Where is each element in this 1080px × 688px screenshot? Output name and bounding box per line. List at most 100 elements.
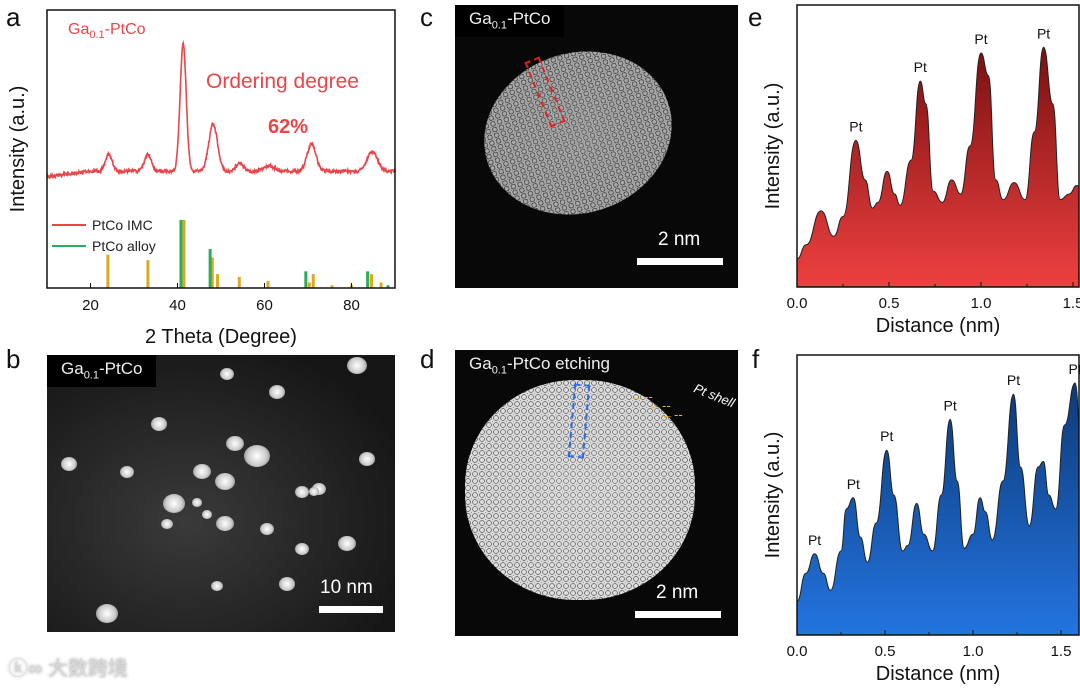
x-tick-label: 0.0 bbox=[787, 643, 808, 660]
pt-shell-label: Pt shell bbox=[691, 380, 737, 411]
nanoparticle bbox=[279, 577, 295, 591]
xrd-y-axis-label: Intensity (a.u.) bbox=[7, 86, 29, 213]
x-axis-label: Distance (nm) bbox=[876, 663, 1000, 685]
xrd-chart: Ga0.1-PtCo Ordering degree 62% 20 40 60 80 … bbox=[7, 9, 396, 348]
x-tick-label: 0.5 bbox=[875, 643, 896, 660]
nanoparticle-lattice-c bbox=[462, 27, 694, 239]
plot-frame bbox=[796, 354, 1080, 636]
scale-bar-d bbox=[635, 611, 721, 618]
profile-line bbox=[797, 382, 1079, 602]
nanoparticle bbox=[96, 604, 118, 623]
nanoparticle bbox=[161, 519, 173, 530]
imc-reference-stick bbox=[266, 281, 270, 288]
imc-reference-stick bbox=[106, 254, 110, 288]
watermark: ⓚ∞ 大数跨境 bbox=[8, 658, 128, 680]
xrd-sample-title: Ga0.1-PtCo bbox=[68, 21, 146, 41]
imc-reference-stick bbox=[146, 260, 150, 288]
image-c-title: Ga0.1-PtCo bbox=[455, 5, 565, 38]
image-d-title: Ga0.1-PtCo etching bbox=[469, 354, 610, 377]
nanoparticle bbox=[244, 445, 270, 468]
panel-label-e: e bbox=[748, 2, 763, 32]
x-tick-label: 1.5 bbox=[1063, 295, 1080, 312]
profile-line bbox=[797, 46, 1079, 260]
watermark-logo-icon: ⓚ∞ bbox=[8, 658, 48, 680]
xrd-x-axis-label: 2 Theta (Degree) bbox=[145, 326, 297, 348]
nanoparticle bbox=[312, 483, 326, 495]
alloy-reference-stick bbox=[179, 219, 183, 288]
nanoparticle bbox=[226, 436, 244, 452]
plot-frame bbox=[796, 4, 1080, 288]
peak-label: Pt bbox=[1007, 372, 1020, 388]
y-axis-label: Intensity (a.u.) bbox=[762, 432, 784, 559]
x-tick-label: 1.5 bbox=[1051, 643, 1072, 660]
panel-label-f: f bbox=[752, 344, 760, 374]
peak-label: Pt bbox=[974, 31, 987, 47]
peak-label: Pt bbox=[808, 532, 821, 548]
nanoparticle bbox=[309, 487, 319, 496]
imc-reference-stick bbox=[210, 257, 214, 288]
nanoparticle bbox=[269, 385, 285, 399]
nanoparticle bbox=[215, 473, 235, 490]
nanoparticle-lattice-d bbox=[465, 380, 695, 600]
profile-area bbox=[797, 383, 1079, 635]
x-tick-label: 20 bbox=[82, 297, 99, 314]
alloy-reference-stick bbox=[366, 271, 370, 288]
peak-label: Pt bbox=[1068, 361, 1080, 377]
nanoparticle bbox=[151, 417, 167, 431]
imc-reference-stick bbox=[379, 282, 383, 288]
scale-label-d: 2 nm bbox=[656, 582, 699, 603]
imc-reference-stick bbox=[311, 274, 315, 288]
xrd-curve bbox=[46, 40, 396, 180]
nanoparticle bbox=[192, 498, 202, 507]
x-tick-label: 1.0 bbox=[963, 643, 984, 660]
x-tick-label: 1.0 bbox=[971, 295, 992, 312]
imc-reference-stick bbox=[216, 274, 220, 288]
nanoparticle bbox=[61, 457, 77, 471]
x-tick-label: 80 bbox=[343, 297, 360, 314]
peak-label: Pt bbox=[847, 476, 860, 492]
pt-shell-arrows-icon: ←‐‐ ←‐‐ ←‐‐ bbox=[631, 389, 683, 422]
imc-reference-stick bbox=[182, 219, 186, 288]
scale-bar-b bbox=[319, 606, 383, 613]
nanoparticle bbox=[216, 516, 234, 532]
panel-label-c: c bbox=[420, 2, 433, 32]
x-tick-label: 60 bbox=[256, 297, 273, 314]
haadf-image-d: Ga0.1-PtCo etching ←‐‐ ←‐‐ ←‐‐ Pt shell 2 … bbox=[455, 350, 738, 636]
x-tick-label: 0.0 bbox=[787, 295, 808, 312]
x-axis-label: Distance (nm) bbox=[876, 315, 1000, 337]
peak-label: Pt bbox=[849, 118, 862, 134]
peak-label: Pt bbox=[944, 397, 957, 413]
line-profile-chart-e: 0.0 0.5 1.0 1.5 Pt Pt Pt Pt Distance (nm) Intensi… bbox=[762, 4, 1080, 337]
nanoparticle bbox=[193, 464, 211, 480]
alloy-reference-stick bbox=[386, 285, 390, 288]
scale-label-c: 2 nm bbox=[658, 229, 701, 250]
nanoparticle bbox=[295, 543, 309, 555]
image-b-title: Ga0.1-PtCo bbox=[47, 355, 157, 388]
peak-label: Pt bbox=[880, 428, 893, 444]
nanoparticle bbox=[359, 452, 375, 466]
panel-label-a: a bbox=[6, 2, 21, 32]
imc-reference-stick bbox=[370, 274, 374, 288]
haadf-image-b: Ga0.1-PtCo 10 nm bbox=[47, 355, 395, 632]
scale-bar-c bbox=[637, 258, 723, 265]
peak-label: Pt bbox=[914, 59, 927, 75]
nanoparticle bbox=[220, 368, 234, 380]
nanoparticle bbox=[120, 466, 134, 478]
nanoparticle bbox=[211, 581, 223, 592]
imc-reference-stick bbox=[307, 282, 311, 288]
alloy-reference-stick bbox=[208, 249, 212, 288]
imc-reference-stick bbox=[330, 285, 334, 288]
alloy-reference-stick bbox=[304, 271, 308, 288]
ordering-degree-label: Ordering degree bbox=[206, 70, 359, 93]
y-axis-label: Intensity (a.u.) bbox=[762, 83, 784, 210]
scale-label-b: 10 nm bbox=[320, 577, 373, 598]
nanoparticle bbox=[347, 357, 367, 374]
legend-label-imc: PtCo IMC bbox=[92, 217, 153, 233]
haadf-image-c: Ga0.1-PtCo 2 nm bbox=[455, 5, 738, 288]
nanoparticle bbox=[260, 523, 274, 535]
nanoparticle bbox=[202, 510, 212, 519]
nanoparticle bbox=[163, 494, 185, 513]
peak-label: Pt bbox=[1037, 25, 1050, 41]
panel-label-b: b bbox=[6, 344, 21, 374]
panel-label-d: d bbox=[420, 344, 435, 374]
